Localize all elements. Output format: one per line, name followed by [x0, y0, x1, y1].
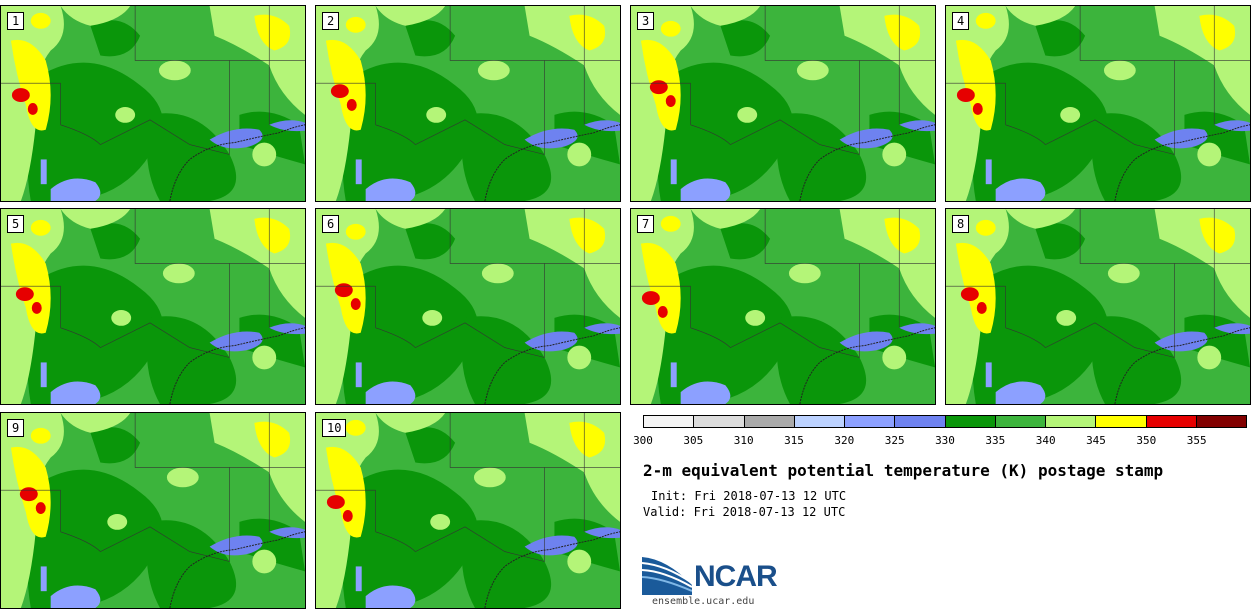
site-url[interactable]: ensemble.ucar.edu — [652, 596, 755, 607]
valid-time: Valid: Fri 2018-07-13 12 UTC — [643, 505, 846, 519]
member-label: 6 — [322, 215, 340, 233]
colorbar-swatch — [1196, 416, 1246, 427]
ensemble-member-panel: 6 — [315, 208, 621, 405]
ensemble-member-panel: 1 — [0, 5, 306, 202]
ensemble-member-panel: 7 — [630, 208, 936, 405]
ensemble-member-panel: 8 — [945, 208, 1251, 405]
colorbar-swatch — [845, 416, 896, 427]
colorbar-swatch — [945, 416, 996, 427]
colorbar-swatch — [895, 416, 946, 427]
colorbar-swatch — [744, 416, 795, 427]
map-field — [316, 413, 620, 608]
colorbar-tick-label: 335 — [985, 434, 1006, 447]
member-label: 4 — [952, 12, 970, 30]
ensemble-member-panel: 2 — [315, 5, 621, 202]
map-field — [946, 6, 1250, 201]
map-field — [316, 209, 620, 404]
colorbar-tick-label: 350 — [1136, 434, 1157, 447]
ncar-logo-icon — [642, 557, 692, 595]
member-label: 5 — [7, 215, 25, 233]
member-label: 10 — [322, 419, 347, 437]
colorbar-tick-label: 300 — [633, 434, 653, 447]
member-label: 8 — [952, 215, 970, 233]
colorbar-tick-label: 325 — [884, 434, 905, 447]
ensemble-member-panel: 3 — [630, 5, 936, 202]
member-label: 2 — [322, 12, 340, 30]
logo-text: NCAR — [694, 560, 778, 593]
member-label: 1 — [7, 12, 25, 30]
map-field — [631, 209, 935, 404]
colorbar-tick-label: 310 — [733, 434, 754, 447]
map-field — [1, 209, 305, 404]
colorbar-tick-label: 315 — [784, 434, 804, 447]
ensemble-member-panel: 4 — [945, 5, 1251, 202]
member-label: 3 — [637, 12, 655, 30]
colorbar — [643, 415, 1247, 428]
colorbar-tick-label: 305 — [683, 434, 704, 447]
map-field — [1, 413, 305, 608]
ensemble-member-panel: 9 — [0, 412, 306, 609]
colorbar-tick-label: 340 — [1035, 434, 1056, 447]
map-field — [1, 6, 305, 201]
colorbar-tick-label: 345 — [1086, 434, 1106, 447]
map-field — [946, 209, 1250, 404]
colorbar-swatch — [794, 416, 845, 427]
colorbar-swatch — [1046, 416, 1097, 427]
map-field — [316, 6, 620, 201]
colorbar-swatch — [694, 416, 745, 427]
colorbar-swatch — [1096, 416, 1147, 427]
init-time: Init: Fri 2018-07-13 12 UTC — [651, 489, 847, 503]
colorbar-tick-label: 355 — [1186, 434, 1207, 447]
plot-title: 2-m equivalent potential temperature (K)… — [643, 461, 1164, 480]
member-label: 9 — [7, 419, 25, 437]
member-label: 7 — [637, 215, 655, 233]
ncar-logo: NCAR — [642, 553, 792, 595]
colorbar-tick-label: 320 — [834, 434, 855, 447]
colorbar-swatch — [644, 416, 695, 427]
ensemble-member-panel: 5 — [0, 208, 306, 405]
colorbar-swatch — [1146, 416, 1197, 427]
colorbar-tick-label: 330 — [935, 434, 955, 447]
colorbar-swatch — [995, 416, 1046, 427]
map-field — [631, 6, 935, 201]
ensemble-member-panel: 10 — [315, 412, 621, 609]
